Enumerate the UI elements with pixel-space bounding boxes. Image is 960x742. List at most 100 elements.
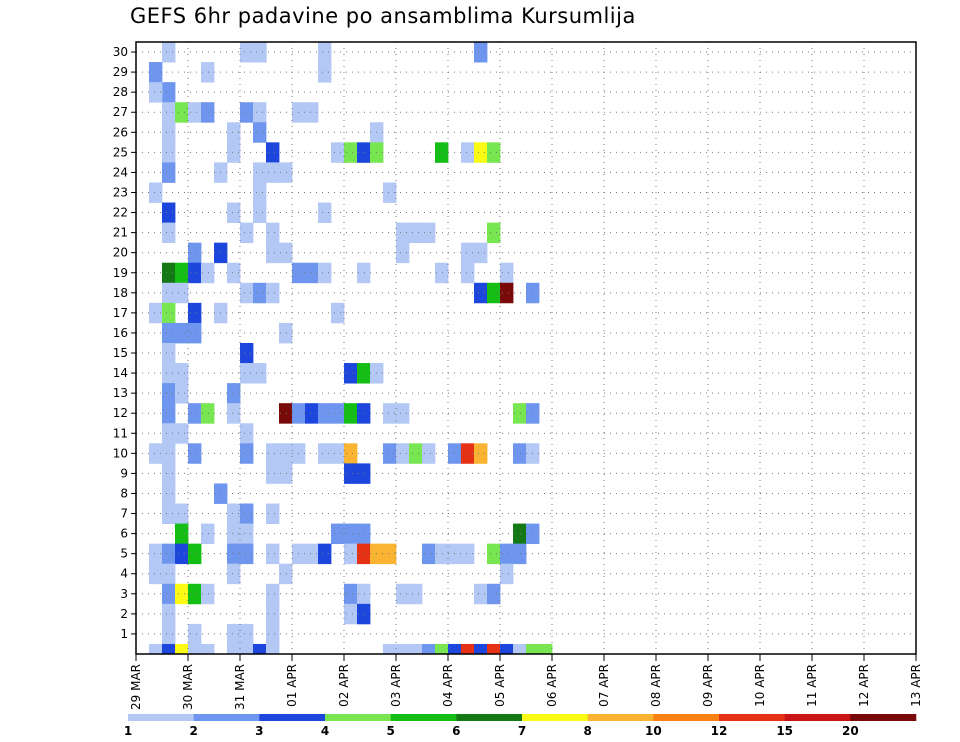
x-tick-label: 07 APR bbox=[597, 664, 611, 707]
heatmap-cells bbox=[149, 42, 553, 655]
heatmap-cell bbox=[487, 583, 501, 605]
heatmap-cell bbox=[240, 443, 254, 464]
heatmap-cell bbox=[500, 543, 514, 565]
y-tick-label: 3 bbox=[120, 587, 128, 601]
heatmap-cell bbox=[318, 262, 332, 284]
heatmap-cell bbox=[474, 583, 488, 605]
heatmap-cell bbox=[240, 342, 254, 364]
heatmap-cell bbox=[227, 503, 241, 524]
x-tick-label: 29 MAR bbox=[129, 664, 143, 710]
heatmap-cell bbox=[149, 182, 163, 203]
x-axis: 29 MAR 30 MAR 31 MAR 01 APR 02 APR 03 APR 04 A… bbox=[129, 654, 923, 710]
y-tick-label: 16 bbox=[113, 326, 128, 340]
colorbar-swatch bbox=[259, 714, 326, 721]
heatmap-cell bbox=[357, 583, 371, 605]
heatmap-cell bbox=[162, 603, 176, 625]
heatmap-cell bbox=[279, 443, 293, 464]
heatmap-cell bbox=[149, 62, 163, 83]
y-tick-label: 9 bbox=[120, 466, 128, 480]
heatmap-cell bbox=[266, 282, 280, 304]
y-tick-label: 12 bbox=[113, 406, 128, 420]
heatmap-cell bbox=[461, 543, 475, 565]
heatmap-cell bbox=[162, 543, 176, 565]
heatmap-cell bbox=[188, 443, 202, 464]
y-tick-label: 15 bbox=[113, 346, 128, 360]
y-tick-label: 30 bbox=[113, 45, 128, 59]
heatmap-cell bbox=[318, 62, 332, 83]
heatmap-cell bbox=[383, 403, 397, 424]
heatmap-cell bbox=[344, 603, 358, 625]
heatmap-cell bbox=[162, 483, 176, 504]
heatmap-cell bbox=[500, 262, 514, 284]
heatmap-cell bbox=[175, 282, 189, 304]
heatmap-cell bbox=[149, 82, 163, 103]
heatmap-cell bbox=[344, 443, 358, 464]
heatmap-cell bbox=[266, 142, 280, 163]
heatmap-cell bbox=[266, 242, 280, 264]
heatmap-cell bbox=[253, 643, 267, 655]
heatmap-cell bbox=[357, 403, 371, 424]
y-tick-label: 29 bbox=[113, 65, 128, 79]
heatmap-cell bbox=[162, 322, 176, 344]
heatmap-cell bbox=[227, 142, 241, 163]
heatmap-cell bbox=[344, 523, 358, 545]
heatmap-cell bbox=[357, 543, 371, 565]
heatmap-cell bbox=[201, 62, 215, 83]
colorbar-label: 20 bbox=[842, 724, 859, 738]
heatmap-cell bbox=[227, 202, 241, 223]
heatmap-cell bbox=[513, 643, 527, 655]
heatmap-cell bbox=[162, 282, 176, 304]
x-tick-label: 06 APR bbox=[545, 664, 559, 707]
heatmap-cell bbox=[357, 463, 371, 484]
heatmap-cell bbox=[422, 222, 436, 244]
heatmap-cell bbox=[487, 643, 501, 655]
y-tick-label: 6 bbox=[120, 527, 128, 541]
heatmap-cell bbox=[175, 102, 189, 123]
x-tick-label: 11 APR bbox=[805, 664, 819, 707]
heatmap-cell bbox=[474, 42, 488, 63]
heatmap-cell bbox=[266, 543, 280, 565]
heatmap-cell bbox=[188, 643, 202, 655]
heatmap-cell bbox=[500, 643, 514, 655]
heatmap-cell bbox=[383, 443, 397, 464]
heatmap-cell bbox=[266, 623, 280, 645]
colorbar-swatch bbox=[522, 714, 588, 721]
heatmap-cell bbox=[461, 262, 475, 284]
heatmap-cell bbox=[357, 603, 371, 625]
heatmap-cell bbox=[201, 523, 215, 545]
heatmap-cell bbox=[175, 262, 189, 284]
heatmap-cell bbox=[227, 623, 241, 645]
colorbar-swatch bbox=[784, 714, 851, 721]
heatmap-cell bbox=[331, 302, 345, 324]
colorbar-label: 1 bbox=[124, 724, 132, 738]
heatmap-cell bbox=[474, 142, 488, 163]
colorbar-label: 6 bbox=[452, 724, 460, 738]
y-tick-label: 1 bbox=[120, 627, 128, 641]
colorbar-label: 8 bbox=[583, 724, 591, 738]
heatmap-cell bbox=[422, 443, 436, 464]
heatmap-cell bbox=[305, 543, 319, 565]
heatmap-cell bbox=[435, 262, 449, 284]
heatmap-cell bbox=[162, 82, 176, 103]
heatmap-cell bbox=[331, 142, 345, 163]
heatmap-cell bbox=[240, 222, 254, 244]
heatmap-cell bbox=[240, 423, 254, 444]
heatmap-cell bbox=[500, 282, 514, 304]
heatmap-cell bbox=[266, 603, 280, 625]
heatmap-cell bbox=[266, 643, 280, 655]
heatmap-cell bbox=[149, 563, 163, 585]
heatmap-cell bbox=[162, 563, 176, 585]
heatmap-cell bbox=[487, 222, 501, 244]
heatmap-cell bbox=[344, 403, 358, 424]
y-axis: 1234567891011121314151617181920212223242… bbox=[113, 45, 136, 641]
heatmap-cell bbox=[266, 162, 280, 183]
heatmap-cell bbox=[188, 302, 202, 324]
heatmap-cell bbox=[227, 122, 241, 143]
heatmap-cell bbox=[188, 242, 202, 264]
heatmap-cell bbox=[396, 443, 410, 464]
heatmap-cell bbox=[318, 202, 332, 223]
heatmap-cell bbox=[162, 463, 176, 484]
heatmap-cell bbox=[318, 443, 332, 464]
y-tick-label: 13 bbox=[113, 386, 128, 400]
colorbar-swatch bbox=[390, 714, 457, 721]
